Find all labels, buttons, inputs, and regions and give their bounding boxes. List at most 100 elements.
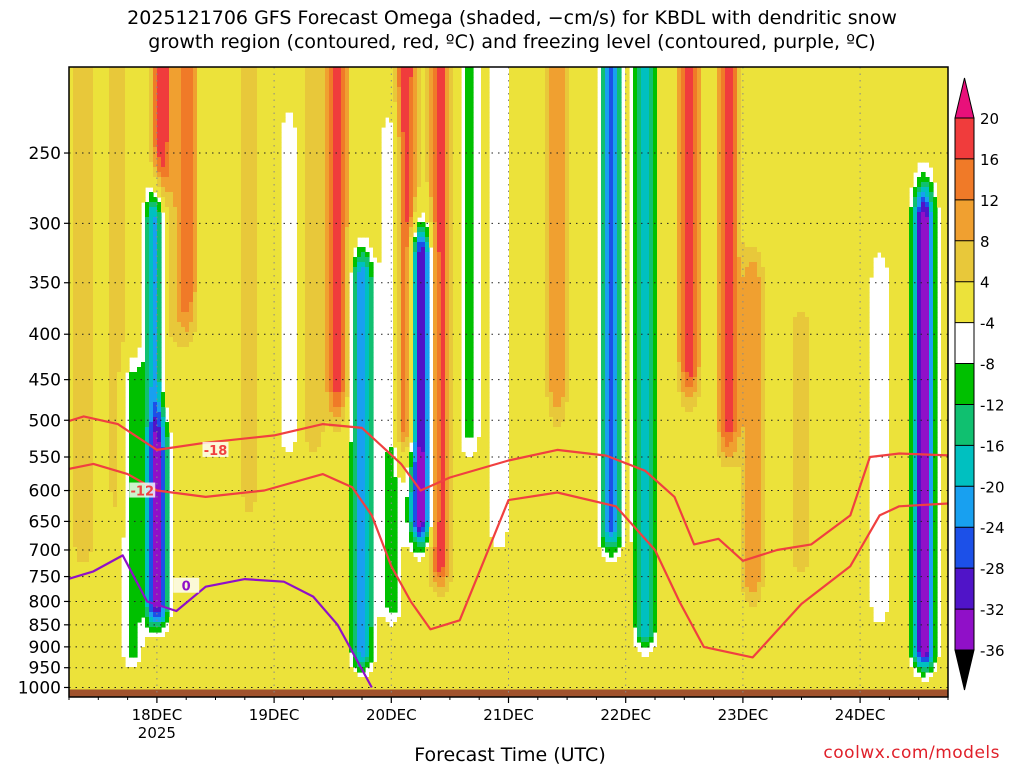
- omega-cell: [77, 187, 82, 193]
- omega-cell: [221, 367, 226, 373]
- omega-cell: [205, 347, 210, 353]
- omega-cell: [177, 252, 182, 258]
- omega-cell: [161, 477, 166, 483]
- omega-cell: [193, 277, 198, 283]
- omega-cell: [105, 402, 110, 408]
- omega-cell: [77, 592, 82, 598]
- omega-cell: [173, 527, 178, 533]
- omega-cell: [225, 307, 230, 313]
- omega-cell: [193, 67, 198, 73]
- omega-cell: [105, 257, 110, 263]
- omega-cell: [101, 587, 106, 593]
- omega-cell: [125, 352, 130, 358]
- omega-cell: [117, 642, 122, 648]
- omega-cell: [185, 477, 190, 483]
- omega-cell: [225, 407, 230, 413]
- omega-cell: [185, 232, 190, 238]
- omega-cell: [173, 557, 178, 563]
- omega-cell: [229, 617, 234, 623]
- omega-cell: [109, 272, 114, 278]
- omega-cell: [81, 262, 86, 268]
- omega-cell: [193, 92, 198, 98]
- omega-cell: [129, 232, 134, 238]
- omega-cell: [173, 132, 178, 138]
- omega-cell: [165, 237, 170, 243]
- omega-cell: [73, 652, 78, 658]
- omega-cell: [117, 177, 122, 183]
- omega-cell: [185, 147, 190, 153]
- omega-cell: [185, 472, 190, 478]
- omega-cell: [213, 87, 218, 93]
- omega-cell: [121, 402, 126, 408]
- omega-cell: [97, 507, 102, 513]
- omega-cell: [177, 562, 182, 568]
- omega-cell: [177, 292, 182, 298]
- omega-cell: [201, 402, 206, 408]
- omega-cell: [145, 512, 150, 518]
- omega-cell: [221, 242, 226, 248]
- omega-cell: [221, 602, 226, 608]
- omega-cell: [213, 122, 218, 128]
- omega-cell: [173, 347, 178, 353]
- omega-cell: [185, 302, 190, 308]
- omega-cell: [149, 242, 154, 248]
- omega-cell: [121, 657, 126, 663]
- omega-cell: [93, 647, 98, 653]
- omega-cell: [213, 117, 218, 123]
- omega-cell: [173, 682, 178, 688]
- omega-cell: [217, 567, 222, 573]
- omega-cell: [93, 102, 98, 108]
- omega-cell: [93, 412, 98, 418]
- omega-cell: [157, 472, 162, 478]
- omega-cell: [149, 592, 154, 598]
- omega-cell: [133, 292, 138, 298]
- omega-cell: [73, 662, 78, 668]
- omega-cell: [229, 657, 234, 663]
- omega-cell: [77, 227, 82, 233]
- omega-cell: [93, 147, 98, 153]
- omega-cell: [73, 232, 78, 238]
- omega-cell: [181, 202, 186, 208]
- omega-cell: [105, 432, 110, 438]
- omega-cell: [117, 67, 122, 73]
- omega-cell: [141, 142, 146, 148]
- omega-cell: [121, 392, 126, 398]
- omega-cell: [85, 182, 90, 188]
- omega-cell: [209, 367, 214, 373]
- omega-cell: [205, 392, 210, 398]
- omega-cell: [149, 77, 154, 83]
- omega-cell: [157, 322, 162, 328]
- omega-cell: [125, 347, 130, 353]
- omega-cell: [101, 407, 106, 413]
- omega-cell: [181, 672, 186, 678]
- omega-cell: [173, 592, 178, 598]
- omega-cell: [225, 352, 230, 358]
- omega-cell: [113, 357, 118, 363]
- omega-cell: [205, 387, 210, 393]
- omega-cell: [109, 627, 114, 633]
- omega-cell: [81, 182, 86, 188]
- omega-cell: [189, 632, 194, 638]
- omega-cell: [97, 182, 102, 188]
- omega-cell: [193, 407, 198, 413]
- omega-cell: [137, 267, 142, 273]
- omega-cell: [217, 592, 222, 598]
- omega-cell: [129, 602, 134, 608]
- omega-cell: [129, 282, 134, 288]
- omega-cell: [129, 237, 134, 243]
- omega-cell: [161, 87, 166, 93]
- omega-cell: [89, 272, 94, 278]
- omega-cell: [101, 592, 106, 598]
- omega-cell: [213, 462, 218, 468]
- omega-cell: [173, 352, 178, 358]
- omega-cell: [169, 172, 174, 178]
- omega-cell: [173, 542, 178, 548]
- omega-cell: [89, 492, 94, 498]
- omega-cell: [173, 182, 178, 188]
- omega-cell: [93, 382, 98, 388]
- omega-cell: [177, 287, 182, 293]
- omega-cell: [93, 427, 98, 433]
- omega-cell: [181, 67, 186, 73]
- omega-cell: [137, 592, 142, 598]
- omega-cell: [177, 362, 182, 368]
